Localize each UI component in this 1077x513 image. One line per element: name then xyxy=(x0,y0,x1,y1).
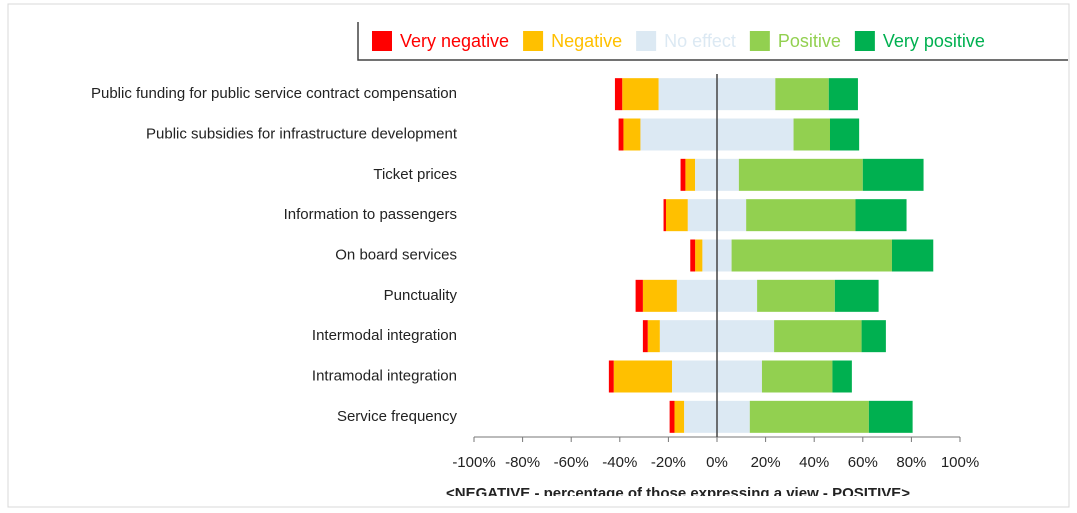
bar-segment xyxy=(674,400,685,433)
legend-label: No effect xyxy=(664,31,736,51)
bar-segment xyxy=(647,320,660,353)
legend-swatch xyxy=(749,31,770,51)
bar-segment xyxy=(891,239,934,272)
bar-segment xyxy=(862,158,924,191)
frame xyxy=(7,3,1070,508)
bar-segment xyxy=(861,320,886,353)
x-tick-label: 80% xyxy=(896,454,926,471)
bar-segment xyxy=(746,199,856,232)
bar-segment xyxy=(757,279,835,312)
legend-swatch xyxy=(372,31,392,51)
bar-segment xyxy=(832,360,852,393)
x-tick-label: 60% xyxy=(848,454,878,471)
bar-segment xyxy=(855,199,907,232)
category-label: On board services xyxy=(335,246,457,263)
bar-segment xyxy=(669,400,675,433)
bar-segment xyxy=(793,118,830,151)
category-label: Ticket prices xyxy=(373,166,457,183)
bar-segment xyxy=(623,118,641,151)
category-label: Intermodal integration xyxy=(312,327,457,344)
bar-segment xyxy=(690,239,696,272)
x-tick-label: 40% xyxy=(799,454,829,471)
x-tick-label: -20% xyxy=(651,454,686,471)
bar-segment xyxy=(618,118,624,151)
x-tick-label: -40% xyxy=(602,454,637,471)
x-tick-label: -60% xyxy=(554,454,589,471)
bar-segment xyxy=(834,279,879,312)
bar-segment xyxy=(695,239,703,272)
bar-segment xyxy=(829,118,860,151)
bar-segment xyxy=(774,320,862,353)
bar-segment xyxy=(761,360,833,393)
category-label: Punctuality xyxy=(384,287,458,304)
bar-segment xyxy=(775,78,829,111)
bar-segment xyxy=(685,158,696,191)
category-label: Service frequency xyxy=(337,408,458,425)
legend-frame xyxy=(357,22,1068,61)
x-tick-label: 0% xyxy=(706,454,728,471)
category-label: Information to passengers xyxy=(284,206,457,223)
bar-segment xyxy=(665,199,688,232)
bar-segment xyxy=(663,199,666,232)
x-axis-label: <NEGATIVE - percentage of those expressi… xyxy=(446,485,910,502)
bar-segment xyxy=(635,279,643,312)
legend-label: Very positive xyxy=(883,31,985,51)
category-label: Public funding for public service contra… xyxy=(91,85,457,102)
legend-swatch xyxy=(523,31,544,51)
bar-segment xyxy=(749,400,869,433)
bar-segment xyxy=(868,400,913,433)
x-tick-label: -100% xyxy=(452,454,495,471)
legend-swatch xyxy=(636,31,657,51)
bar-segment xyxy=(608,360,614,393)
x-tick-label: 20% xyxy=(751,454,781,471)
bar-segment xyxy=(738,158,863,191)
bar-segment xyxy=(642,320,648,353)
bar-segment xyxy=(680,158,686,191)
bar-segment xyxy=(622,78,659,111)
x-tick-label: 100% xyxy=(941,454,979,471)
category-label: Public subsidies for infrastructure deve… xyxy=(146,125,458,142)
x-tick-label: -80% xyxy=(505,454,540,471)
bar-segment xyxy=(642,279,677,312)
bar-segment xyxy=(614,78,623,111)
bar-segment xyxy=(613,360,673,393)
legend-label: Very negative xyxy=(400,31,509,51)
bar-segment xyxy=(828,78,858,111)
legend-swatch xyxy=(854,31,875,51)
legend-label: Positive xyxy=(778,31,841,51)
category-label: Intramodal integration xyxy=(312,367,457,384)
legend-label: Negative xyxy=(551,31,622,51)
bar-segment xyxy=(731,239,892,272)
